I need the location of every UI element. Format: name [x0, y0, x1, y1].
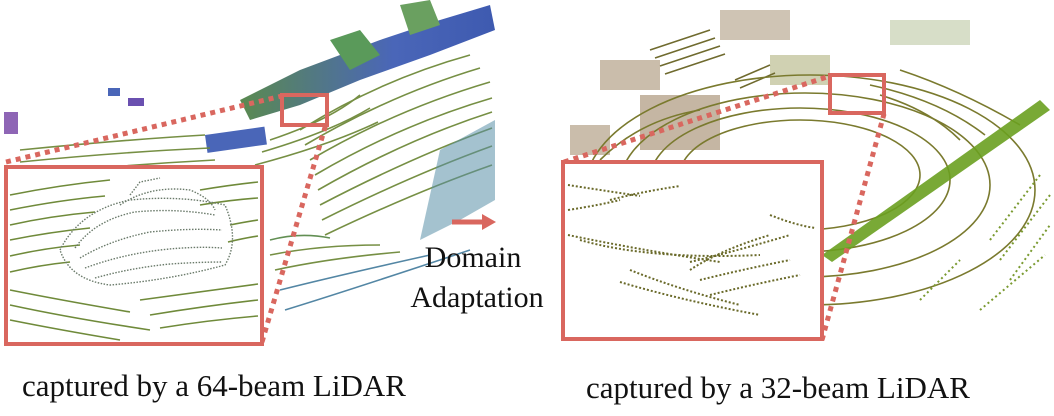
right-panel-caption: captured by a 32-beam LiDAR — [586, 370, 970, 405]
right-zoom-inset — [561, 160, 824, 341]
right-inset-scanlines — [567, 184, 816, 316]
left-panel-caption: captured by a 64-beam LiDAR — [22, 368, 406, 403]
right-parallel-lines — [649, 29, 776, 89]
domain-adaptation-label-line2: Adaptation — [410, 281, 544, 314]
left-inset-car-points — [59, 177, 234, 286]
left-callout-lines — [5, 93, 329, 343]
right-curb-dotted — [919, 174, 1051, 311]
right-callout-lines — [563, 73, 887, 341]
domain-adaptation-arrow — [452, 214, 496, 230]
left-roadside-points — [4, 88, 267, 153]
right-point-cloud — [570, 10, 1051, 311]
left-right-edge-points — [420, 120, 495, 240]
left-zoom-inset — [4, 165, 264, 346]
right-curb-points — [822, 100, 1050, 262]
left-highlight-box — [280, 93, 329, 127]
left-inset-scanlines — [9, 179, 259, 341]
right-scattered-points — [570, 10, 970, 155]
right-highlight-box — [828, 73, 886, 115]
left-point-cloud — [4, 0, 495, 311]
left-top-structures — [240, 0, 495, 120]
domain-adaptation-label-line1: Domain — [424, 241, 522, 274]
